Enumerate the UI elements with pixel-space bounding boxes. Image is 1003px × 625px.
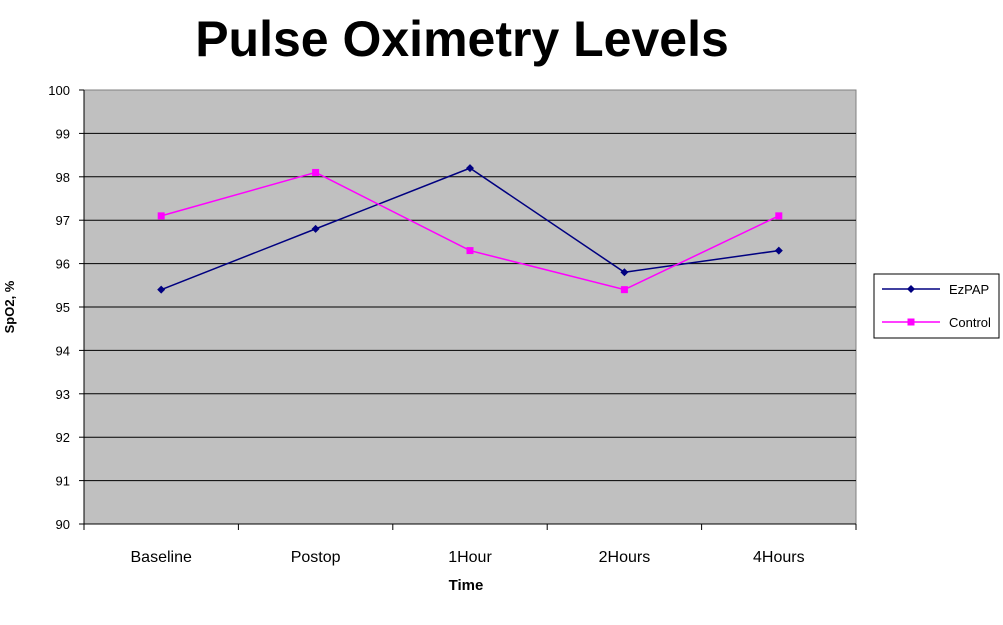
data-point [311, 224, 320, 233]
legend: EzPAP Control [873, 273, 1000, 339]
data-point [620, 286, 628, 294]
y-tick-label: 99 [56, 126, 70, 141]
data-point [466, 164, 474, 173]
y-tick-label: 97 [56, 213, 70, 228]
data-point [775, 212, 783, 220]
x-tick-label: Postop [291, 549, 341, 566]
y-tick-label: 90 [56, 517, 70, 532]
x-tick-label: 4Hours [753, 549, 805, 566]
y-tick-label: 93 [56, 387, 70, 402]
series-control [157, 168, 783, 294]
y-tick-label: 98 [56, 170, 70, 185]
data-point [620, 268, 629, 277]
y-tick-label: 94 [56, 343, 70, 358]
data-point [774, 246, 783, 255]
data-point [312, 168, 320, 176]
legend-box [873, 273, 1000, 339]
legend-marker [907, 285, 915, 293]
y-tick-label: 92 [56, 430, 70, 445]
data-point [466, 247, 474, 255]
series-layer [157, 164, 783, 294]
x-tick-label: 2Hours [599, 549, 651, 566]
y-axis-title: SpO2, % [2, 280, 17, 333]
x-tick-label: Baseline [131, 549, 192, 566]
y-tick-label: 95 [56, 300, 70, 315]
y-tick-label: 96 [56, 257, 70, 272]
gridlines [84, 132, 856, 482]
chart-title: Pulse Oximetry Levels [195, 11, 729, 67]
y-tick-label: 91 [56, 474, 70, 489]
data-point [157, 285, 166, 294]
legend-label: EzPAP [949, 282, 989, 297]
legend-marker [907, 318, 915, 326]
x-axis-ticks: Baseline Postop 1Hour 2Hours 4Hours [83, 524, 857, 566]
y-tick-label: 100 [48, 83, 70, 98]
legend-label: Control [949, 315, 991, 330]
y-axis-ticks: 90 91 92 93 94 95 96 97 98 99 100 [48, 83, 84, 532]
x-tick-label: 1Hour [448, 549, 492, 566]
data-point [157, 212, 165, 220]
x-axis-title: Time [449, 577, 484, 594]
